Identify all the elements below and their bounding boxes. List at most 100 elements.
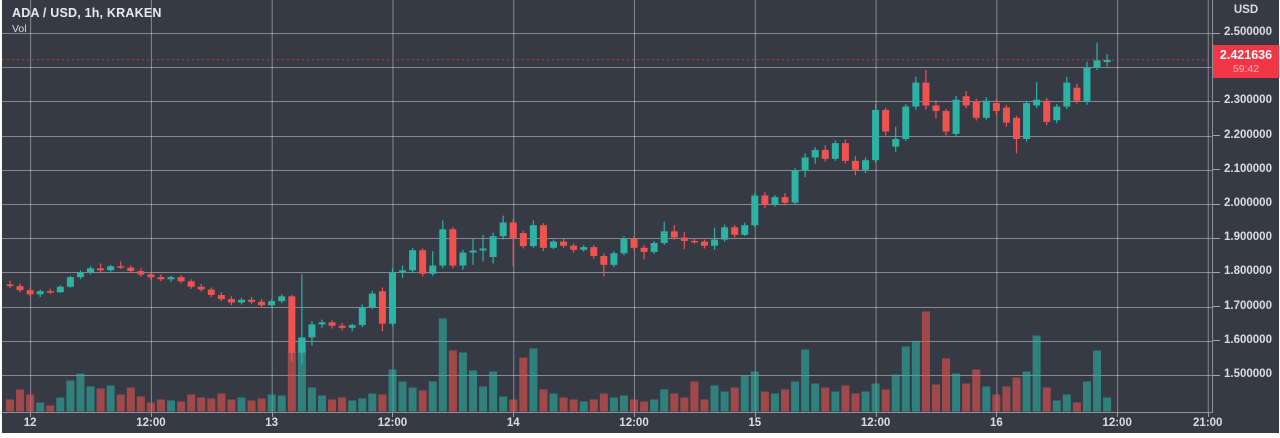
volume-bar xyxy=(841,385,850,412)
candle-body xyxy=(288,296,296,353)
volume-bar xyxy=(821,387,830,412)
volume-bar xyxy=(318,395,327,412)
candle-body xyxy=(318,322,326,325)
candle-body xyxy=(479,248,487,251)
candle-wick xyxy=(482,234,484,262)
volume-bar xyxy=(982,386,991,412)
price-axis[interactable]: USD 2.421636 59:42 2.5000002.4000002.300… xyxy=(1212,0,1279,413)
volume-bar xyxy=(328,399,337,412)
volume-bar xyxy=(36,402,45,412)
candle-body xyxy=(127,267,135,272)
time-tick-mark xyxy=(271,413,273,417)
volume-bar xyxy=(569,399,578,412)
volume-bar xyxy=(46,405,55,412)
volume-bar xyxy=(156,399,165,412)
candle-body xyxy=(912,82,920,107)
volume-bar xyxy=(781,389,790,412)
volume-bar xyxy=(1093,350,1102,412)
volume-bar xyxy=(680,397,689,412)
candle-body xyxy=(1002,107,1010,123)
candle-body xyxy=(1073,87,1081,101)
candle-wick xyxy=(301,274,303,365)
candle-body xyxy=(227,299,235,303)
time-tick-label: 12:00 xyxy=(860,417,891,429)
bar-countdown: 59:42 xyxy=(1232,62,1260,75)
volume-bar xyxy=(167,400,176,412)
candle-body xyxy=(700,241,708,246)
volume-bar xyxy=(942,358,951,412)
candle-body xyxy=(590,247,598,256)
pane-background xyxy=(2,0,1213,413)
candle-body xyxy=(107,266,115,271)
candle-body xyxy=(610,253,618,265)
candle-body xyxy=(550,241,558,248)
time-tick-label: 21:00 xyxy=(1193,417,1223,429)
candle-body xyxy=(570,245,578,250)
candle-body xyxy=(157,277,165,280)
volume-bar xyxy=(881,389,890,412)
candle-body xyxy=(489,236,497,258)
volume-bar xyxy=(811,383,820,412)
candle-wick xyxy=(120,261,122,269)
candle-body xyxy=(87,268,95,273)
candle-body xyxy=(751,195,759,226)
price-tick-mark xyxy=(1213,32,1220,34)
volume-bar xyxy=(277,395,286,412)
chart-canvas[interactable] xyxy=(2,0,1213,413)
candle-body xyxy=(539,225,547,248)
price-tick-mark xyxy=(1213,169,1220,171)
volume-bar xyxy=(26,394,35,412)
volume-bar xyxy=(86,386,95,412)
time-tick-label: 12:00 xyxy=(1102,417,1132,429)
time-tick-mark xyxy=(634,413,636,417)
volume-bar xyxy=(740,375,749,412)
volume-bar xyxy=(539,389,548,412)
volume-bar xyxy=(479,386,488,412)
time-tick-label: 12:00 xyxy=(377,417,408,429)
time-axis[interactable]: 12 12:00 13 12:00 14 12:00 15 12:00 16 12:00 21:00 xyxy=(2,412,1222,433)
time-tick-mark xyxy=(996,413,998,417)
volume-bar xyxy=(791,381,800,412)
candle-body xyxy=(399,270,407,273)
candle-body xyxy=(972,101,980,118)
volume-bar xyxy=(66,380,75,412)
volume-bar xyxy=(136,396,145,412)
volume-bar xyxy=(6,399,14,412)
candle-body xyxy=(328,322,336,326)
candle-wick xyxy=(99,263,102,273)
volume-indicator-label[interactable]: Vol xyxy=(12,23,27,35)
price-tick-label: 1.800000 xyxy=(1224,265,1272,278)
candle-body xyxy=(117,266,125,268)
volume-bar xyxy=(247,400,256,412)
time-tick-label: 12:00 xyxy=(136,417,166,429)
price-tick-label: 2.300000 xyxy=(1224,94,1272,107)
volume-bar xyxy=(287,351,296,412)
price-tick-mark xyxy=(1213,340,1220,342)
candle-body xyxy=(1063,82,1071,107)
candle-body xyxy=(781,197,789,203)
volume-bar xyxy=(871,383,880,412)
candle-body xyxy=(248,299,256,302)
candle-body xyxy=(892,139,900,147)
time-tick-mark xyxy=(875,413,877,417)
candle-body xyxy=(268,301,276,306)
volume-bar xyxy=(388,369,397,412)
candle-body xyxy=(197,286,205,290)
symbol-title[interactable]: ADA / USD, 1h, KRAKEN xyxy=(12,6,162,20)
candle-body xyxy=(1103,59,1111,63)
volume-bar xyxy=(962,383,971,412)
current-price-value: 2.421636 xyxy=(1219,47,1273,62)
volume-bar xyxy=(972,369,981,412)
volume-bar xyxy=(217,393,226,412)
candle-body xyxy=(217,294,225,300)
candle-body xyxy=(841,143,849,161)
volume-bar xyxy=(609,397,618,412)
candle-body xyxy=(851,160,859,170)
time-tick-label: 15 xyxy=(748,417,762,429)
volume-bar xyxy=(358,398,367,412)
legend: ADA / USD, 1h, KRAKEN Vol xyxy=(12,6,162,35)
candle-wick xyxy=(432,251,434,276)
volume-bar xyxy=(146,402,155,412)
candle-body xyxy=(56,286,64,293)
candle-body xyxy=(177,277,185,282)
